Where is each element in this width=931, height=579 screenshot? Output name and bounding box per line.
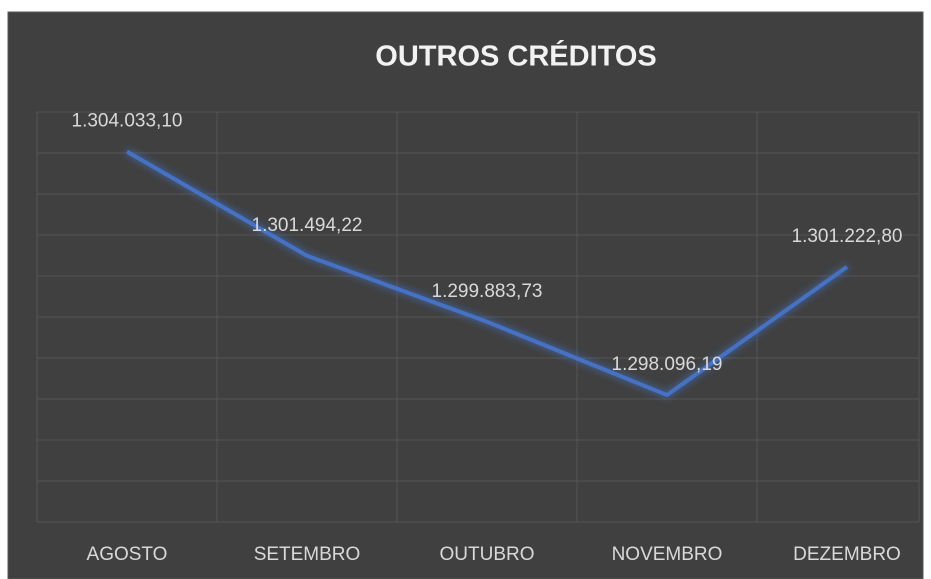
data-label: 1.304.033,10 <box>72 111 183 132</box>
data-label: 1.301.222,80 <box>792 226 903 247</box>
data-label: 1.298.096,19 <box>612 354 723 375</box>
chart-background <box>7 11 924 579</box>
data-label: 1.299.883,73 <box>432 281 543 302</box>
x-tick-label: SETEMBRO <box>254 544 361 565</box>
x-tick-label: OUTUBRO <box>440 544 535 565</box>
x-tick-label: DEZEMBRO <box>793 544 901 565</box>
x-tick-label: NOVEMBRO <box>612 544 723 565</box>
plot-area: AGOSTO SETEMBRO OUTUBRO NOVEMBRO DEZEMBRO 1.3… <box>36 111 920 565</box>
data-label: 1.301.494,22 <box>252 215 363 236</box>
series-line <box>125 149 849 398</box>
chart-title: OUTROS CRÉDITOS <box>375 39 656 73</box>
x-tick-label: AGOSTO <box>87 544 168 565</box>
